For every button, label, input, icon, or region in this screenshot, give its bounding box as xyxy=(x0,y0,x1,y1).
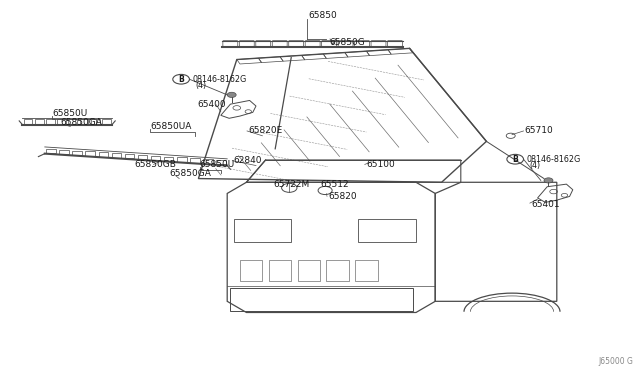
Bar xyxy=(102,119,111,124)
Bar xyxy=(240,260,262,281)
Bar xyxy=(150,155,161,160)
Text: 08146-8162G: 08146-8162G xyxy=(193,75,247,84)
Bar xyxy=(177,157,186,162)
Text: B: B xyxy=(513,155,518,164)
Text: 65512: 65512 xyxy=(320,180,349,189)
Text: 65850GA: 65850GA xyxy=(60,118,102,126)
Bar xyxy=(91,119,100,124)
Bar xyxy=(46,119,55,124)
Bar xyxy=(269,260,291,281)
Text: 65850G: 65850G xyxy=(330,38,365,47)
Text: 65850U: 65850U xyxy=(200,160,235,169)
Bar xyxy=(326,260,349,281)
Bar xyxy=(111,153,122,158)
Bar xyxy=(203,159,212,164)
Bar xyxy=(24,119,33,124)
Text: B: B xyxy=(179,75,184,84)
Text: 65820E: 65820E xyxy=(248,126,283,135)
Text: 65722M: 65722M xyxy=(273,180,310,189)
Text: 62840: 62840 xyxy=(234,156,262,165)
Bar xyxy=(358,219,416,242)
Bar xyxy=(230,288,413,311)
Bar xyxy=(68,119,77,124)
Text: 65820: 65820 xyxy=(328,192,357,201)
Bar xyxy=(35,119,44,124)
Bar xyxy=(46,149,56,153)
Text: 65401: 65401 xyxy=(531,200,560,209)
Text: 08146-8162G: 08146-8162G xyxy=(527,155,581,164)
Text: 65850U: 65850U xyxy=(52,109,88,118)
Text: (4): (4) xyxy=(195,81,206,90)
Bar xyxy=(234,219,291,242)
Bar xyxy=(164,157,173,161)
Text: J65000 G: J65000 G xyxy=(599,357,634,366)
Text: 65850UA: 65850UA xyxy=(150,122,192,131)
Bar xyxy=(72,151,83,155)
Text: 65400: 65400 xyxy=(197,100,226,109)
Text: (4): (4) xyxy=(529,161,540,170)
Bar xyxy=(189,158,200,163)
Circle shape xyxy=(544,178,553,183)
Text: 65710: 65710 xyxy=(525,126,554,135)
Bar xyxy=(60,150,69,154)
Bar xyxy=(57,119,66,124)
Bar xyxy=(99,152,108,157)
Bar xyxy=(86,151,95,156)
Text: 65850GB: 65850GB xyxy=(134,160,176,169)
Text: 65850: 65850 xyxy=(308,12,337,20)
Bar xyxy=(125,154,134,158)
Circle shape xyxy=(227,92,236,97)
Bar xyxy=(79,119,88,124)
Bar xyxy=(355,260,378,281)
Text: 65850GA: 65850GA xyxy=(170,169,211,178)
Text: 65100: 65100 xyxy=(366,160,395,169)
Bar xyxy=(138,155,147,159)
Bar xyxy=(298,260,320,281)
Bar xyxy=(216,160,226,164)
